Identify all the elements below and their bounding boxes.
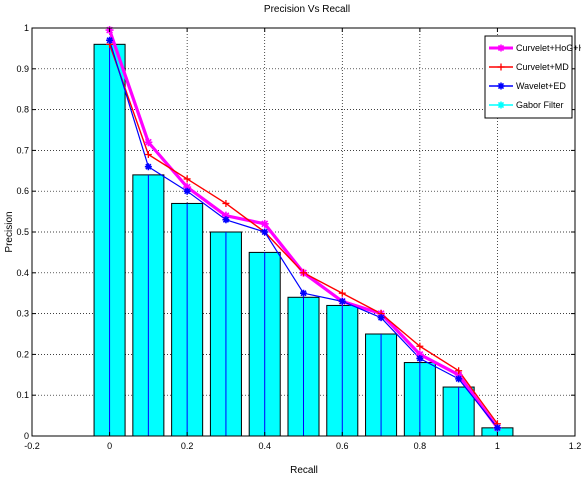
legend-label: Wavelet+ED [516,81,566,91]
y-tick-label: 0.2 [16,349,29,359]
y-tick-label: 0.4 [16,268,29,278]
y-tick-label: 0.6 [16,186,29,196]
y-tick-label: 0.5 [16,227,29,237]
series-marker [144,138,153,147]
series-marker [260,219,269,228]
x-axis-title: Recall [290,465,318,476]
legend-swatch-marker [497,63,505,71]
y-tick-label: 0.8 [16,105,29,115]
legend-swatch-marker [497,101,505,109]
bar-series [93,43,514,437]
series-marker [455,375,463,383]
series-marker [183,175,191,183]
x-tick-label: 1.2 [569,441,581,451]
series-marker [222,216,230,224]
x-tick-label: 0.4 [258,441,271,451]
x-tick-label: 1 [495,441,500,451]
series-marker [144,163,152,171]
series-marker [183,187,191,195]
series-marker [455,367,463,375]
series-marker [222,199,230,207]
series-marker [144,150,152,158]
x-tick-label: 0 [107,441,112,451]
legend-label: Curvelet+HoG+HTF [516,43,581,53]
series-marker [338,289,346,297]
x-tick-label: 0.8 [414,441,427,451]
legend-label: Curvelet+MD [516,62,569,72]
y-tick-label: 0.1 [16,390,29,400]
legend: Curvelet+HoG+HTF Curvelet+MD Wavelet+ED Gab… [484,35,581,119]
legend-label: Gabor Filter [516,100,564,110]
series-marker [493,424,501,432]
legend-swatch-marker [497,44,505,52]
y-axis-title: Precision [4,211,15,252]
series-marker [300,289,307,297]
y-tick-label: 0.3 [16,309,29,319]
y-axis-ticks: 0 0.1 0.2 0.3 0.4 0.5 0.6 0.7 0.8 0.9 1 [16,23,575,441]
series-marker [300,269,307,277]
series-marker [416,342,424,350]
x-axis-ticks: -0.2 0 0.2 0.4 0.6 0.8 1 1.2 [24,28,581,451]
y-tick-label: 0 [24,431,29,441]
series-marker [261,228,269,236]
legend-swatch-marker [497,82,505,90]
x-tick-label: 0.2 [181,441,194,451]
series-marker [338,297,346,305]
series-marker [416,354,424,362]
series-marker [183,183,192,192]
x-tick-label: -0.2 [24,441,40,451]
series-marker [221,211,230,220]
y-tick-label: 0.7 [16,145,29,155]
y-tick-label: 0.9 [16,64,29,74]
series-marker [377,314,385,322]
chart-title: Precision Vs Recall [264,4,350,15]
x-tick-label: 0.6 [336,441,349,451]
y-tick-label: 1 [24,23,29,33]
series-marker [106,36,114,44]
series-marker [415,350,424,359]
series-marker [454,370,463,379]
